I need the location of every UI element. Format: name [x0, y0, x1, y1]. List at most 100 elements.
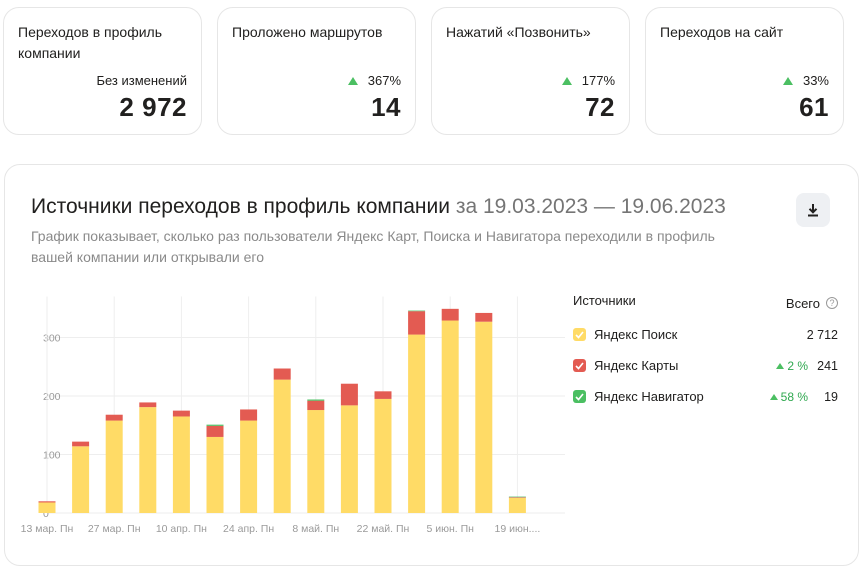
- trend-up-icon: [776, 362, 785, 369]
- legend-item-value: 2 712: [806, 327, 838, 342]
- kpi-change: 177%: [561, 73, 615, 88]
- bar-segment: [139, 402, 157, 408]
- bar-segment: [206, 436, 224, 513]
- legend-item-delta: 58 %: [769, 389, 808, 404]
- y-tick-label: 100: [43, 450, 61, 462]
- kpi-change: Без изменений: [96, 73, 187, 88]
- checkbox-icon[interactable]: [573, 328, 586, 341]
- kpi-change-text: Без изменений: [96, 73, 187, 88]
- kpi-change-text: 33%: [802, 73, 829, 88]
- trend-up-icon: [347, 76, 358, 85]
- kpi-card-routes[interactable]: Проложено маршрутов 367% 14: [217, 7, 416, 135]
- bar-segment: [105, 414, 123, 421]
- y-tick-label: 300: [43, 333, 61, 345]
- kpi-value: 2 972: [119, 92, 187, 122]
- kpi-change-text: 177%: [581, 73, 615, 88]
- bar-segment: [72, 446, 90, 513]
- kpi-value: 72: [585, 92, 615, 122]
- legend-item-delta: 2 %: [776, 359, 808, 373]
- panel-description: График показывает, сколько раз пользоват…: [31, 228, 715, 265]
- legend-item-name: Яндекс Поиск: [594, 327, 678, 342]
- bar-segment: [408, 310, 426, 312]
- legend-item-search[interactable]: Яндекс Поиск 2 712: [573, 319, 838, 350]
- bar-segment: [508, 496, 526, 498]
- bar-segment: [307, 400, 325, 411]
- download-icon: [808, 204, 818, 217]
- bar-segment: [206, 424, 224, 426]
- bar-segment: [374, 391, 392, 399]
- trend-up-icon: [769, 393, 778, 400]
- legend-item-navigator[interactable]: Яндекс Навигатор 58 % 19: [573, 381, 838, 412]
- y-tick-label: 200: [43, 391, 61, 403]
- bar-segment: [340, 405, 358, 513]
- bar-segment: [206, 425, 224, 437]
- bar-segment: [38, 501, 56, 503]
- kpi-title: Переходов в профиль компании: [18, 24, 162, 61]
- bar-segment: [38, 502, 56, 513]
- kpi-change: 33%: [782, 73, 829, 88]
- bar-segment: [441, 308, 459, 321]
- x-tick-label: 8 май. Пн: [292, 523, 339, 535]
- x-tick-label: 24 апр. Пн: [223, 523, 274, 535]
- kpi-title: Нажатий «Позвонить»: [446, 24, 591, 40]
- kpi-value: 61: [799, 92, 829, 122]
- kpi-title: Проложено маршрутов: [232, 24, 383, 40]
- trend-up-icon: [561, 76, 572, 85]
- y-tick-label: 0: [43, 508, 49, 520]
- bar-segment: [172, 410, 190, 417]
- bar-segment: [307, 399, 325, 401]
- legend-item-maps[interactable]: Яндекс Карты 2 % 241: [573, 350, 838, 381]
- legend: Источники Всего ? Яндекс Поиск 2 712 Янд…: [573, 293, 838, 412]
- legend-header-total: Всего ?: [786, 293, 838, 313]
- bar-segment: [508, 497, 526, 498]
- download-button[interactable]: [796, 193, 830, 227]
- x-tick-label: 19 июн....: [494, 523, 540, 535]
- checkbox-icon[interactable]: [573, 390, 586, 403]
- bar-segment: [340, 383, 358, 406]
- x-tick-label: 13 мар. Пн: [21, 523, 74, 535]
- kpi-card-profile-visits[interactable]: Переходов в профиль компании Без изменен…: [3, 7, 202, 135]
- kpi-change-text: 367%: [367, 73, 401, 88]
- bar-segment: [172, 416, 190, 513]
- kpi-card-site-visits[interactable]: Переходов на сайт 33% 61: [645, 7, 844, 135]
- bar-segment: [105, 420, 123, 513]
- bar-segment: [307, 410, 325, 513]
- stacked-bar-chart: 0 100 200 300 13 мар. Пн 27 мар. Пн 10 апр. Пн…: [21, 296, 565, 535]
- legend-header-total-label: Всего: [785, 295, 820, 311]
- x-tick-label: 5 июн. Пн: [426, 523, 474, 535]
- panel-period: за 19.03.2023 — 19.06.2023: [455, 195, 726, 218]
- bar-segment: [408, 334, 426, 513]
- bar-segment: [374, 398, 392, 513]
- legend-item-delta-text: 58 %: [780, 389, 808, 404]
- checkbox-icon[interactable]: [573, 359, 586, 372]
- help-icon[interactable]: ?: [826, 297, 838, 309]
- kpi-value: 14: [371, 92, 401, 122]
- bar-segment: [273, 379, 291, 513]
- panel-title-text: Источники переходов в профиль компании: [31, 195, 450, 218]
- bar-segment: [408, 311, 426, 335]
- bar-segment: [441, 320, 459, 513]
- legend-header-sources: Источники: [573, 293, 636, 308]
- legend-item-name: Яндекс Навигатор: [594, 389, 704, 404]
- kpi-title: Переходов на сайт: [660, 24, 784, 40]
- kpi-change: 367%: [347, 73, 401, 88]
- legend-item-name: Яндекс Карты: [594, 358, 679, 373]
- bar-segment: [139, 407, 157, 513]
- x-tick-label: 10 апр. Пн: [156, 523, 207, 535]
- bar-segment: [72, 441, 90, 447]
- sources-panel: Источники переходов в профиль компании з…: [4, 164, 859, 566]
- legend-item-delta-text: 2 %: [787, 358, 808, 373]
- legend-item-value: 241: [817, 358, 838, 373]
- x-tick-label: 27 мар. Пн: [88, 523, 141, 535]
- panel-title: Источники переходов в профиль компании з…: [31, 195, 726, 219]
- x-tick-label: 22 май. Пн: [357, 523, 410, 535]
- bar-segment: [508, 497, 526, 513]
- bar-segment: [273, 368, 291, 380]
- bar-segment: [240, 420, 258, 513]
- trend-up-icon: [782, 76, 793, 85]
- legend-header: Источники Всего ?: [573, 293, 838, 313]
- kpi-card-calls[interactable]: Нажатий «Позвонить» 177% 72: [431, 7, 630, 135]
- bar-segment: [475, 312, 493, 322]
- bar-segment: [240, 409, 258, 421]
- legend-item-value: 19: [824, 389, 838, 404]
